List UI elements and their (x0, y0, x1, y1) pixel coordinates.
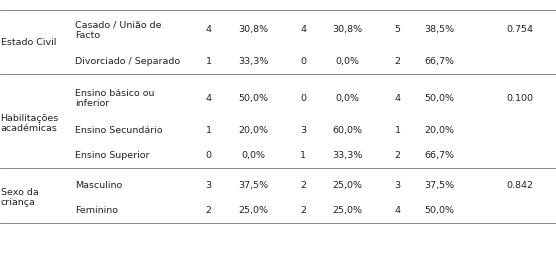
Text: 0,0%: 0,0% (335, 57, 360, 67)
Text: Sexo da
criança: Sexo da criança (1, 188, 38, 207)
Text: Masculino: Masculino (75, 181, 122, 190)
Text: Divorciado / Separado: Divorciado / Separado (75, 57, 180, 67)
Text: 25,0%: 25,0% (332, 181, 363, 190)
Text: Ensino Superior: Ensino Superior (75, 151, 150, 160)
Text: 0: 0 (300, 57, 306, 67)
Text: 1: 1 (395, 126, 400, 135)
Text: 3: 3 (205, 181, 212, 190)
Text: 4: 4 (206, 94, 211, 103)
Text: 20,0%: 20,0% (424, 126, 454, 135)
Text: 20,0%: 20,0% (238, 126, 268, 135)
Text: 0.842: 0.842 (507, 181, 533, 190)
Text: 25,0%: 25,0% (238, 205, 268, 215)
Text: 33,3%: 33,3% (332, 151, 363, 160)
Text: 0: 0 (206, 151, 211, 160)
Text: 4: 4 (395, 205, 400, 215)
Text: 30,8%: 30,8% (238, 25, 268, 34)
Text: 3: 3 (394, 181, 401, 190)
Text: 0,0%: 0,0% (241, 151, 265, 160)
Text: 25,0%: 25,0% (332, 205, 363, 215)
Text: 30,8%: 30,8% (332, 25, 363, 34)
Text: 0: 0 (300, 94, 306, 103)
Text: 66,7%: 66,7% (424, 57, 454, 67)
Text: 0.754: 0.754 (507, 25, 533, 34)
Text: 0.100: 0.100 (507, 94, 533, 103)
Text: 2: 2 (300, 205, 306, 215)
Text: Casado / União de
Facto: Casado / União de Facto (75, 20, 162, 40)
Text: 4: 4 (206, 25, 211, 34)
Text: 1: 1 (206, 57, 211, 67)
Text: 1: 1 (206, 126, 211, 135)
Text: 2: 2 (300, 181, 306, 190)
Text: 37,5%: 37,5% (238, 181, 268, 190)
Text: 0,0%: 0,0% (335, 94, 360, 103)
Text: 50,0%: 50,0% (238, 94, 268, 103)
Text: 2: 2 (395, 57, 400, 67)
Text: 33,3%: 33,3% (238, 57, 268, 67)
Text: 1: 1 (300, 151, 306, 160)
Text: 3: 3 (300, 126, 306, 135)
Text: 2: 2 (395, 151, 400, 160)
Text: Feminino: Feminino (75, 205, 118, 215)
Text: 60,0%: 60,0% (332, 126, 363, 135)
Text: 2: 2 (206, 205, 211, 215)
Text: 66,7%: 66,7% (424, 151, 454, 160)
Text: Habilitações
académicas: Habilitações académicas (1, 114, 59, 133)
Text: 37,5%: 37,5% (424, 181, 454, 190)
Text: 5: 5 (395, 25, 400, 34)
Text: Ensino básico ou
inferior: Ensino básico ou inferior (75, 89, 155, 108)
Text: 50,0%: 50,0% (424, 94, 454, 103)
Text: 4: 4 (300, 25, 306, 34)
Text: 50,0%: 50,0% (424, 205, 454, 215)
Text: 4: 4 (395, 94, 400, 103)
Text: 38,5%: 38,5% (424, 25, 454, 34)
Text: Ensino Secundário: Ensino Secundário (75, 126, 163, 135)
Text: Estado Civil: Estado Civil (1, 38, 56, 47)
